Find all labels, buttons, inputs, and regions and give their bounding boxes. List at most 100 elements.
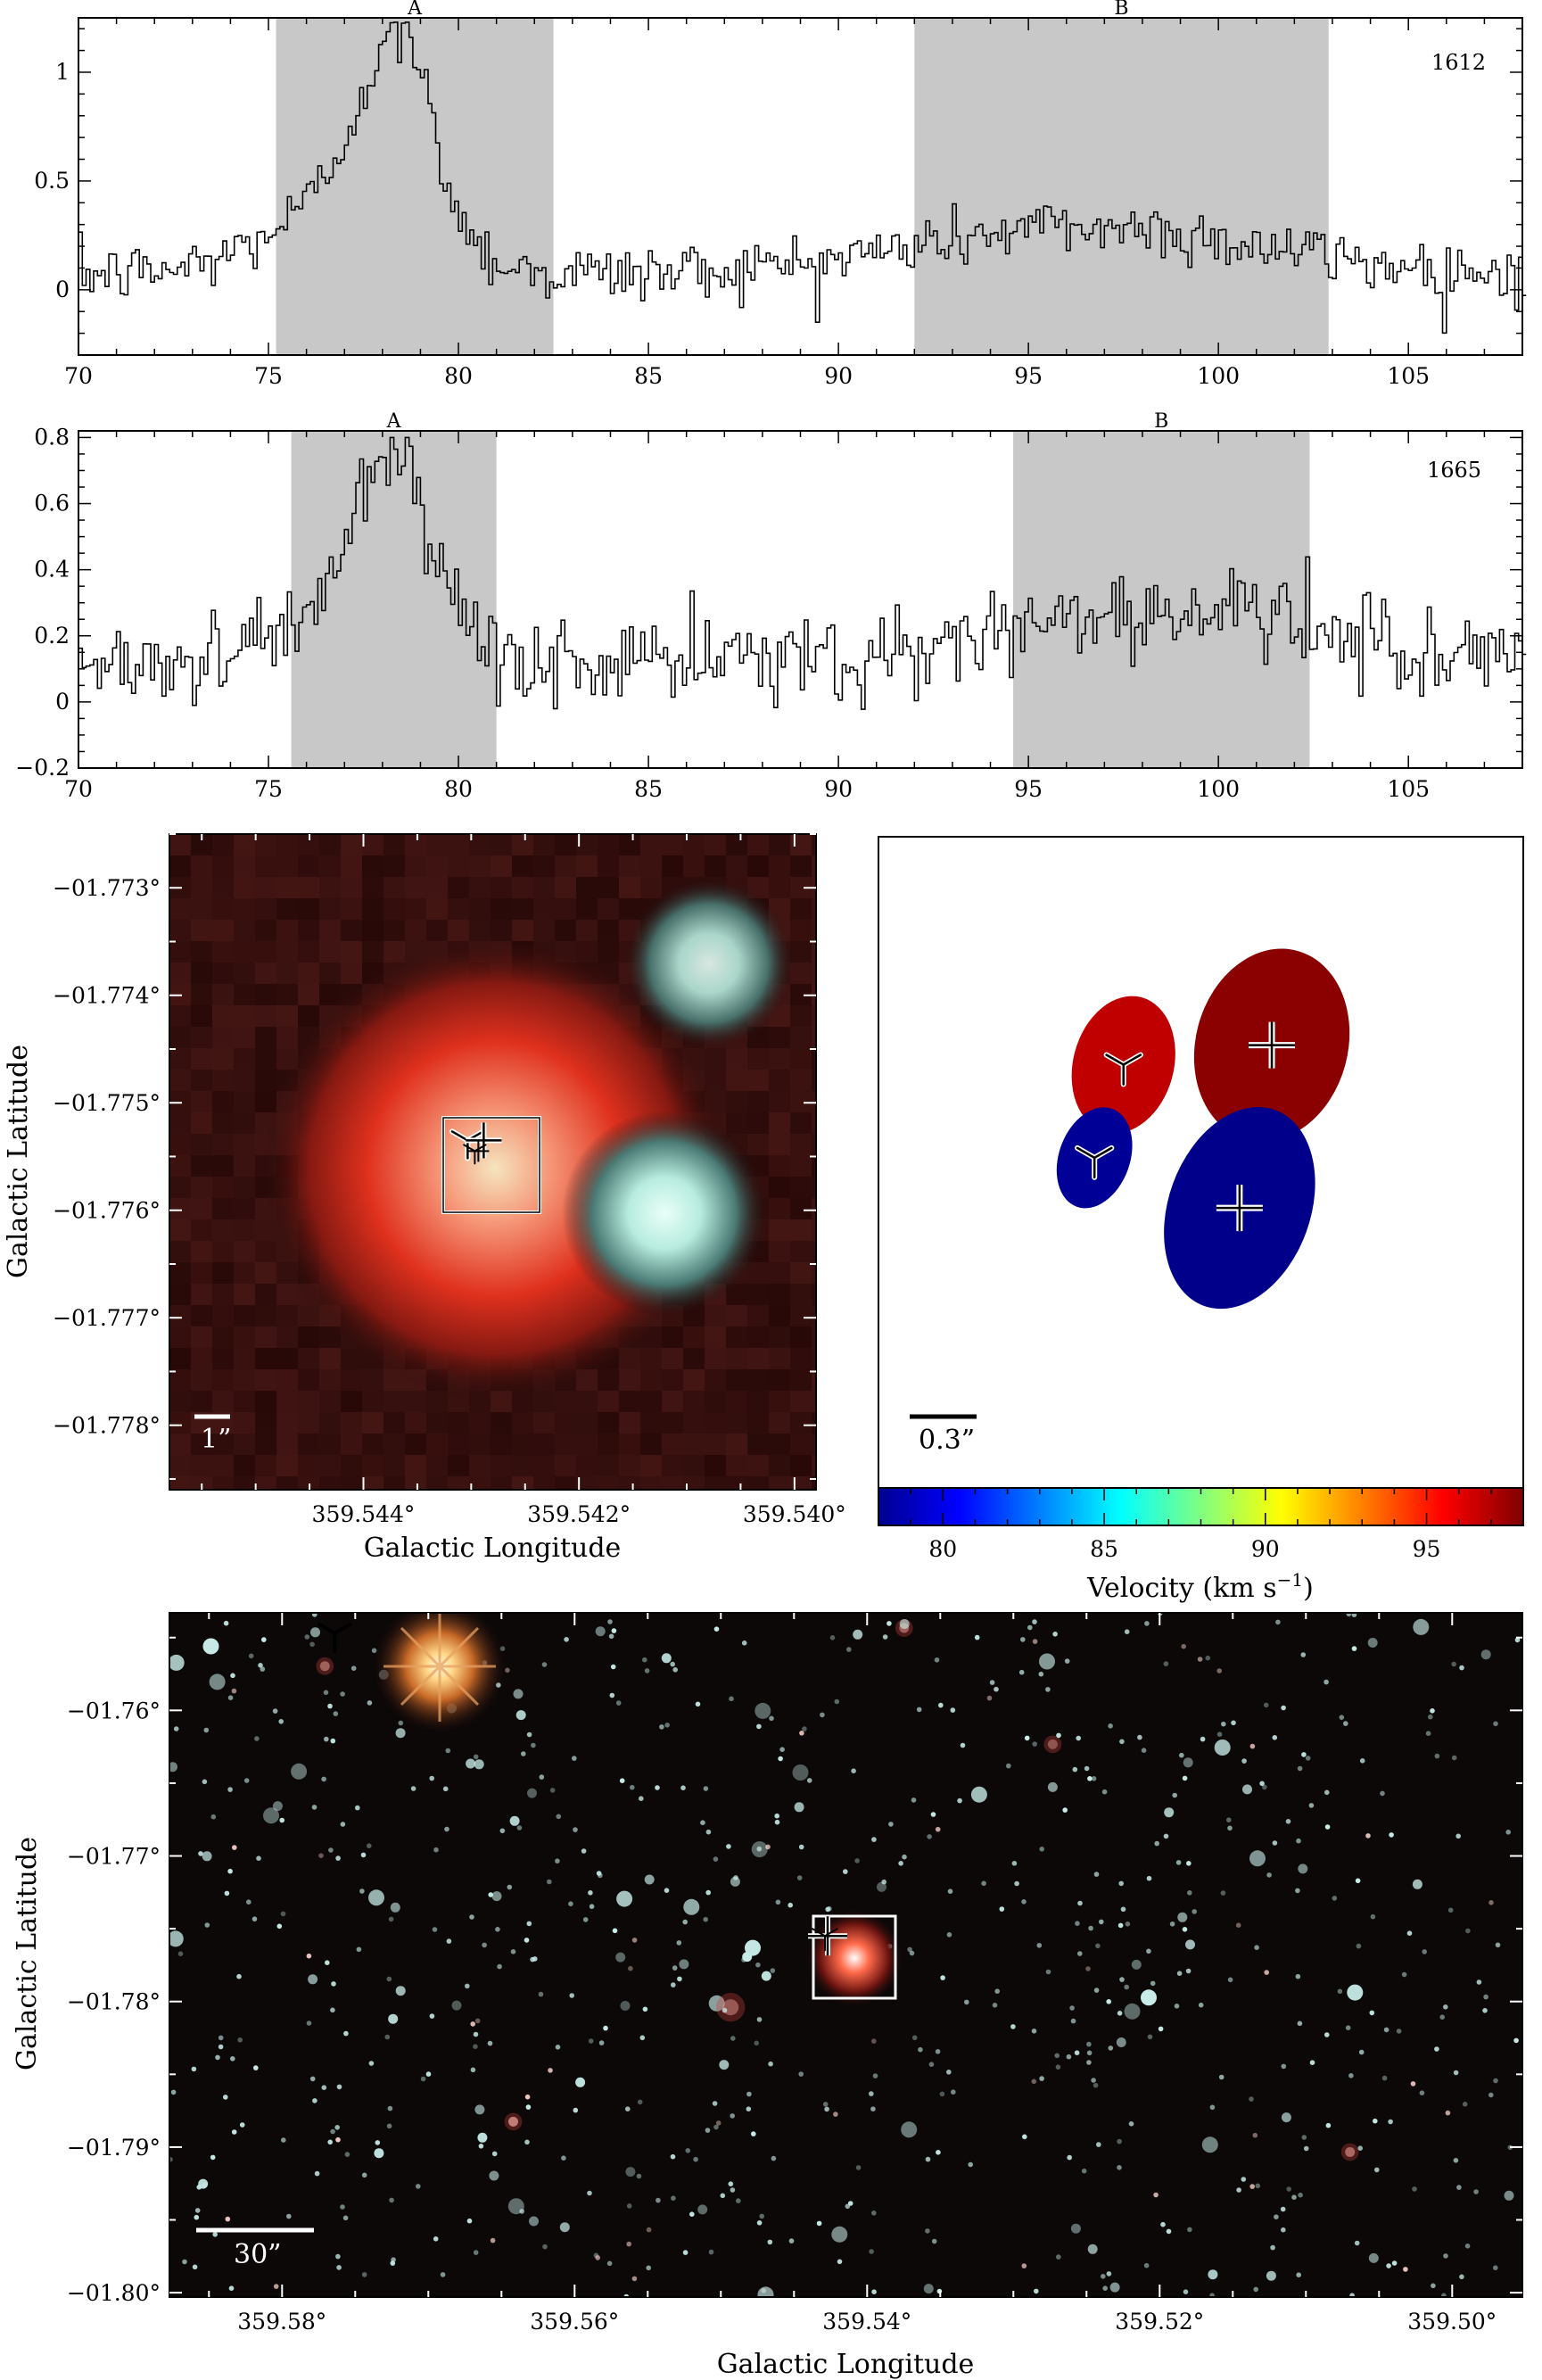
star <box>466 2218 473 2224</box>
zoom-pixel <box>576 898 598 920</box>
star <box>1032 1741 1037 1747</box>
star <box>192 2264 198 2270</box>
star <box>1214 1740 1231 1756</box>
zoom-pixel <box>662 1434 683 1455</box>
y-tick-label: 0.6 <box>34 491 70 516</box>
star <box>708 1995 725 2012</box>
star <box>390 2260 396 2266</box>
star <box>1056 2254 1061 2260</box>
zoom-tri-arm <box>450 1130 469 1142</box>
zoom-pixel <box>276 1326 298 1348</box>
star <box>607 1619 613 1624</box>
star <box>330 2007 335 2013</box>
zoom-pixel <box>555 898 576 920</box>
zoom-pixel <box>298 1348 319 1369</box>
zoom-pixel <box>298 1326 319 1348</box>
zoom-pixel <box>169 1305 191 1326</box>
x-tick-label: 90 <box>824 363 853 389</box>
star <box>1434 2046 1439 2052</box>
star <box>1308 1803 1315 1808</box>
zoom-pixel <box>212 1048 234 1070</box>
star <box>1093 1987 1100 1993</box>
zoom-pixel <box>169 1262 191 1284</box>
zoom-pixel <box>169 1241 191 1262</box>
star <box>1091 1776 1097 1781</box>
zoom-pixel <box>234 1305 255 1326</box>
star <box>375 2140 381 2145</box>
star <box>1039 1653 1055 1670</box>
star <box>741 1640 747 1646</box>
zoom-pixel <box>191 877 212 898</box>
zoom-plus-small <box>467 1140 490 1162</box>
zoom-pixel <box>812 1305 816 1326</box>
star <box>1220 1890 1226 1896</box>
star <box>798 1844 804 1850</box>
star <box>239 2122 245 2128</box>
star <box>981 1880 986 1887</box>
y-tick-label: 0 <box>55 277 70 302</box>
star <box>1095 1943 1101 1949</box>
zoom-pixel <box>234 1048 255 1070</box>
zoom-y-tick-label: −01.778° <box>53 1413 161 1439</box>
star <box>524 1938 530 1943</box>
star <box>342 2215 349 2221</box>
y-tick-label: 0.5 <box>34 168 70 194</box>
star <box>1069 2005 1075 2011</box>
zoom-pixel <box>169 1005 191 1027</box>
target-tri-arm <box>824 1928 838 1938</box>
star <box>1124 2003 1141 2020</box>
star <box>1453 2070 1459 2076</box>
zoom-pixel <box>276 1005 298 1027</box>
star <box>1445 2110 1451 2116</box>
zoom-pixel <box>790 1455 812 1476</box>
zoom-pixel <box>662 1391 683 1412</box>
star <box>1181 1643 1186 1649</box>
image-zoom-panel: 359.544° 359.542° 359.540° −01.773° −01.774°… <box>3 833 846 1564</box>
star <box>751 2131 756 2136</box>
star <box>541 1662 548 1667</box>
zoom-pixel <box>619 1412 640 1434</box>
star <box>1176 1971 1183 1976</box>
zoom-pixel <box>491 877 512 898</box>
zoom-pixel <box>212 1219 234 1241</box>
zoom-pixel <box>212 1305 234 1326</box>
star <box>1034 2288 1039 2294</box>
zoom-pixel <box>255 1369 276 1391</box>
zoom-pixel <box>533 855 555 877</box>
zoom-pixel <box>255 1262 276 1284</box>
star <box>774 1813 779 1819</box>
star <box>356 1946 362 1953</box>
star <box>589 1904 595 1909</box>
star <box>1062 1807 1068 1813</box>
star <box>1032 1619 1037 1624</box>
star <box>630 1784 635 1790</box>
zoom-pixel <box>426 898 448 920</box>
star <box>595 2255 600 2260</box>
zoom-pixel <box>234 1434 255 1455</box>
star <box>719 2060 730 2070</box>
star <box>736 2198 741 2203</box>
zoom-pixel <box>726 834 747 855</box>
zoom-pixel <box>662 1455 683 1476</box>
star <box>1205 1655 1211 1661</box>
zoom-pixel <box>212 1198 234 1219</box>
star <box>986 1695 993 1701</box>
star <box>306 2021 312 2026</box>
zoom-pixel <box>747 1305 769 1326</box>
zoom-pixel <box>212 1284 234 1305</box>
zoom-pixel <box>255 898 276 920</box>
zoom-pixel <box>276 1434 298 1455</box>
star <box>1192 1909 1197 1914</box>
star <box>388 1916 394 1922</box>
star <box>1084 1765 1090 1772</box>
star <box>507 1884 513 1890</box>
star <box>170 2089 177 2095</box>
star <box>445 1748 451 1754</box>
star <box>1359 1758 1365 1764</box>
zoom-pixel <box>234 855 255 877</box>
star <box>526 1921 532 1927</box>
zoom-pixel <box>512 1434 533 1455</box>
wide-x-tick-label: 359.56° <box>530 2309 619 2335</box>
star <box>169 1654 185 1671</box>
zoom-pixel <box>169 1348 191 1369</box>
